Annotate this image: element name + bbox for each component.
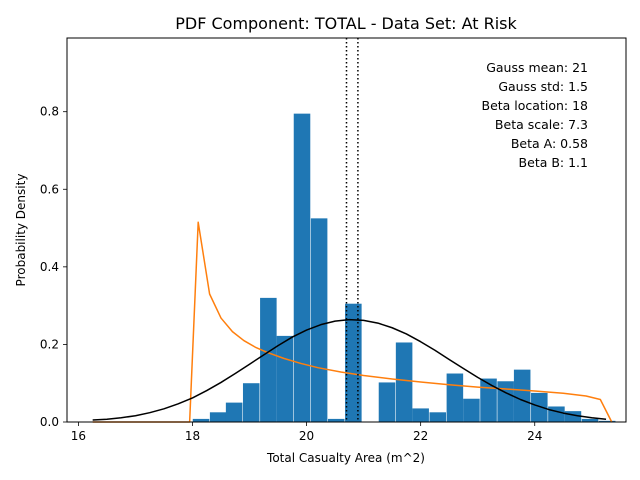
histogram-bar — [395, 342, 413, 422]
chart-title: PDF Component: TOTAL - Data Set: At Risk — [175, 14, 517, 33]
x-tick-label: 24 — [527, 429, 542, 443]
parameter-annotation: Gauss std: 1.5 — [498, 79, 588, 94]
x-tick-label: 16 — [71, 429, 86, 443]
y-tick-label: 0.6 — [40, 182, 59, 196]
histogram-bar — [429, 412, 447, 422]
histogram-bar — [497, 381, 514, 422]
axes-frame — [66, 37, 627, 423]
histogram-bar — [480, 378, 497, 422]
y-tick-label: 0.8 — [40, 105, 59, 119]
histogram-bar — [192, 418, 210, 422]
histogram-bar — [327, 418, 345, 422]
histogram-bar — [548, 406, 565, 422]
histogram-bar — [463, 398, 480, 422]
histogram-bar — [293, 113, 311, 422]
gauss-pdf-line — [92, 318, 607, 421]
parameter-annotation: Beta A: 0.58 — [511, 136, 588, 151]
histogram-bar — [260, 297, 277, 422]
x-tick-label: 22 — [413, 429, 428, 443]
parameter-annotation: Beta location: 18 — [482, 98, 589, 113]
plot-area — [92, 38, 616, 423]
y-axis-label: Probability Density — [14, 174, 28, 287]
histogram-bar — [242, 383, 260, 422]
y-tick-label: 0.0 — [40, 415, 59, 429]
histogram-bar — [225, 402, 243, 422]
histogram-bar — [412, 408, 429, 422]
x-tick-label: 18 — [185, 429, 200, 443]
parameter-annotation: Beta scale: 7.3 — [495, 117, 588, 132]
histogram-bar — [581, 418, 599, 422]
histogram-bar — [513, 369, 531, 422]
histogram-bar — [345, 303, 362, 422]
histogram-bar — [209, 412, 227, 422]
histogram-bar — [564, 411, 582, 422]
x-axis: 16 18 20 22 24 — [71, 422, 542, 443]
histogram-bar — [276, 335, 294, 422]
histogram-bar — [378, 382, 396, 422]
x-axis-label: Total Casualty Area (m^2) — [266, 451, 425, 465]
histogram-bar — [310, 218, 328, 422]
y-tick-label: 0.2 — [40, 337, 59, 351]
y-tick-label: 0.4 — [40, 260, 59, 274]
parameter-annotation: Gauss mean: 21 — [486, 60, 588, 75]
x-tick-label: 20 — [299, 429, 314, 443]
beta-pdf-line — [92, 221, 613, 423]
histogram-bar — [598, 420, 616, 422]
y-axis: 0.0 0.2 0.4 0.6 0.8 — [40, 105, 67, 429]
parameter-annotation: Beta B: 1.1 — [519, 155, 588, 170]
annotation-box: Gauss mean: 21 Gauss std: 1.5 Beta locatio… — [482, 60, 589, 170]
histogram-bar — [446, 373, 464, 422]
histogram-bar — [531, 392, 548, 422]
